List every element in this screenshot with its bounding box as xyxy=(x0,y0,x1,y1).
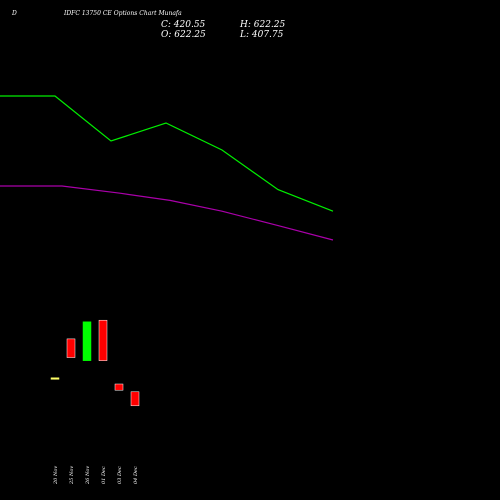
x-tick-label: 04 Dec xyxy=(133,466,139,484)
indicator-line-1 xyxy=(0,95,334,212)
candle-body xyxy=(50,377,60,380)
chart-title: IDFC 13750 CE Options Chart Munafa xyxy=(64,10,182,17)
x-tick-label: 03 Dec xyxy=(117,466,123,484)
candle-body xyxy=(82,321,92,361)
ohlc-low: L: 407.75 xyxy=(240,30,284,40)
candle-body xyxy=(66,338,76,358)
ohlc-close: C: 420.55 xyxy=(161,20,206,30)
candle-body xyxy=(114,383,124,391)
candle-body xyxy=(130,391,140,407)
ohlc-open: O: 622.25 xyxy=(161,30,206,40)
candle-body xyxy=(98,319,108,361)
x-tick-label: 01 Dec xyxy=(101,466,107,484)
x-tick-label: 25 Nov xyxy=(69,466,75,485)
x-tick-label: 20 Nov xyxy=(53,466,59,485)
indicator-line-2 xyxy=(0,185,334,241)
ohlc-high: H: 622.25 xyxy=(240,20,286,30)
header-d-label: D xyxy=(12,10,17,17)
x-tick-label: 26 Nov xyxy=(85,466,91,485)
